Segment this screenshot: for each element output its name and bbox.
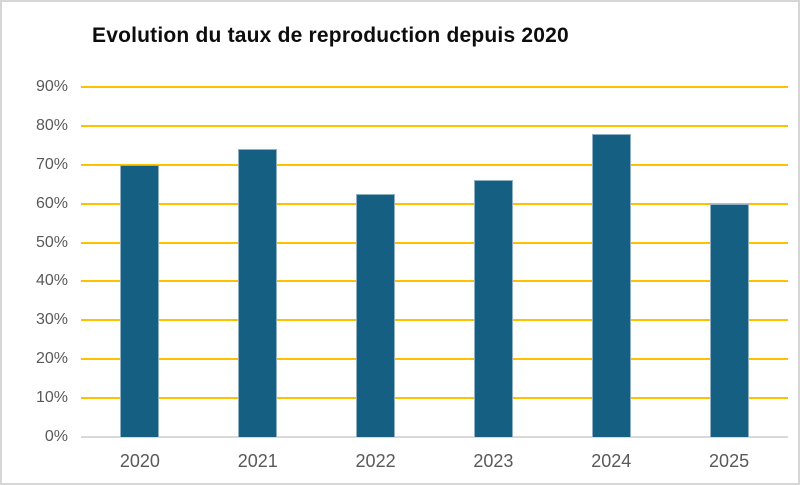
y-tick-60: 60%: [35, 194, 68, 212]
gridline-90: [81, 86, 788, 88]
gridline-20: [81, 358, 788, 361]
y-tick-50: 50%: [35, 233, 68, 251]
x-tick-2025: 2025: [709, 451, 750, 471]
bar-2021: [238, 149, 278, 437]
y-tick-70: 70%: [35, 155, 68, 173]
bar-2020: [120, 164, 160, 437]
gridline-0: [81, 436, 788, 438]
gridline-50: [81, 241, 788, 244]
gridline-30: [81, 319, 788, 322]
chart-title: Evolution du taux de reproduction depuis…: [92, 24, 569, 47]
x-tick-2020: 2020: [119, 451, 160, 471]
gridline-40: [81, 280, 788, 283]
x-tick-2022: 2022: [355, 451, 396, 471]
y-tick-80: 80%: [35, 116, 68, 134]
x-tick-2023: 2023: [473, 451, 514, 471]
y-tick-20: 20%: [35, 350, 68, 368]
gridline-70: [81, 163, 788, 166]
gridline-60: [81, 202, 788, 205]
x-tick-2021: 2021: [237, 451, 278, 471]
y-tick-0: 0%: [44, 428, 68, 445]
bar-2024: [591, 133, 631, 437]
gridline-10: [81, 397, 788, 400]
gridline-80: [81, 124, 788, 127]
bar-2023: [473, 180, 513, 437]
y-tick-40: 40%: [35, 272, 68, 290]
x-tick-2024: 2024: [591, 451, 632, 471]
bar-2022: [356, 193, 396, 437]
y-tick-90: 90%: [35, 78, 68, 95]
y-tick-10: 10%: [35, 389, 68, 407]
bar-2025: [709, 203, 749, 437]
y-tick-30: 30%: [35, 311, 68, 329]
